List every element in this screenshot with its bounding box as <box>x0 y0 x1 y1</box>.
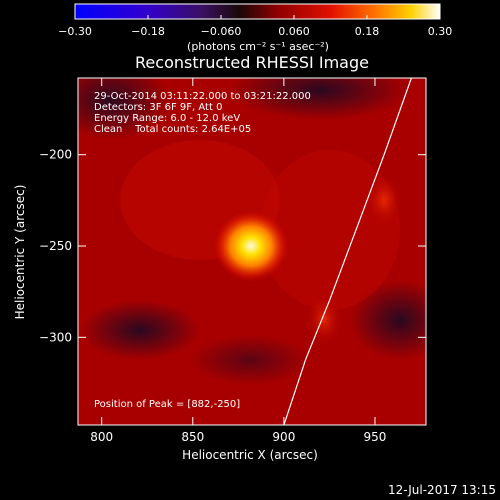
plot-frame <box>77 77 427 426</box>
y-axis-label: Heliocentric Y (arcsec) <box>13 185 27 320</box>
colorbar-tick-label: −0.18 <box>131 25 165 38</box>
secondary-source <box>366 174 403 227</box>
x-axis-label: Heliocentric X (arcsec) <box>182 448 318 462</box>
x-tick-label: 900 <box>272 430 295 444</box>
colorbar-ticks: −0.30 −0.18 −0.060 0.060 0.18 0.30 <box>58 15 452 38</box>
x-tick-label: 800 <box>90 430 113 444</box>
secondary-source <box>305 293 342 346</box>
x-tick-label: 950 <box>364 430 387 444</box>
y-axis: −200 −250 −300 <box>39 148 426 344</box>
y-tick-label: −200 <box>39 148 72 162</box>
info-text: 29-Oct-2014 03:11:22.000 to 03:21:22.000… <box>94 91 311 135</box>
y-tick-label: −250 <box>39 239 72 253</box>
colorbar-tick-label: −0.060 <box>201 25 242 38</box>
peak-position-label: Position of Peak = [882,-250] <box>94 399 240 410</box>
chart-title: Reconstructed RHESSI Image <box>135 53 369 72</box>
colorbar-tick-label: 0.30 <box>428 25 453 38</box>
solar-limb <box>283 78 412 425</box>
x-axis: 800 850 900 950 <box>90 78 386 444</box>
footer-timestamp: 12-Jul-2017 13:15 <box>388 483 496 497</box>
y-tick-label: −300 <box>39 330 72 344</box>
image-area <box>78 78 426 425</box>
colorbar <box>74 3 441 20</box>
colorbar-tick-label: 0.18 <box>355 25 380 38</box>
peak-source <box>213 210 290 283</box>
info-line-4: Clean Total counts: 2.64E+05 <box>94 124 251 135</box>
x-tick-label: 850 <box>181 430 204 444</box>
info-line-2: Detectors: 3F 6F 9F, Att 0 <box>94 102 222 113</box>
colorbar-unit-label: (photons cm⁻² s⁻¹ asec⁻²) <box>187 40 329 53</box>
colorbar-tick-label: −0.30 <box>58 25 92 38</box>
info-line-3: Energy Range: 6.0 - 12.0 keV <box>94 113 240 124</box>
info-line-1: 29-Oct-2014 03:11:22.000 to 03:21:22.000 <box>94 91 311 102</box>
colorbar-tick-label: 0.060 <box>278 25 310 38</box>
